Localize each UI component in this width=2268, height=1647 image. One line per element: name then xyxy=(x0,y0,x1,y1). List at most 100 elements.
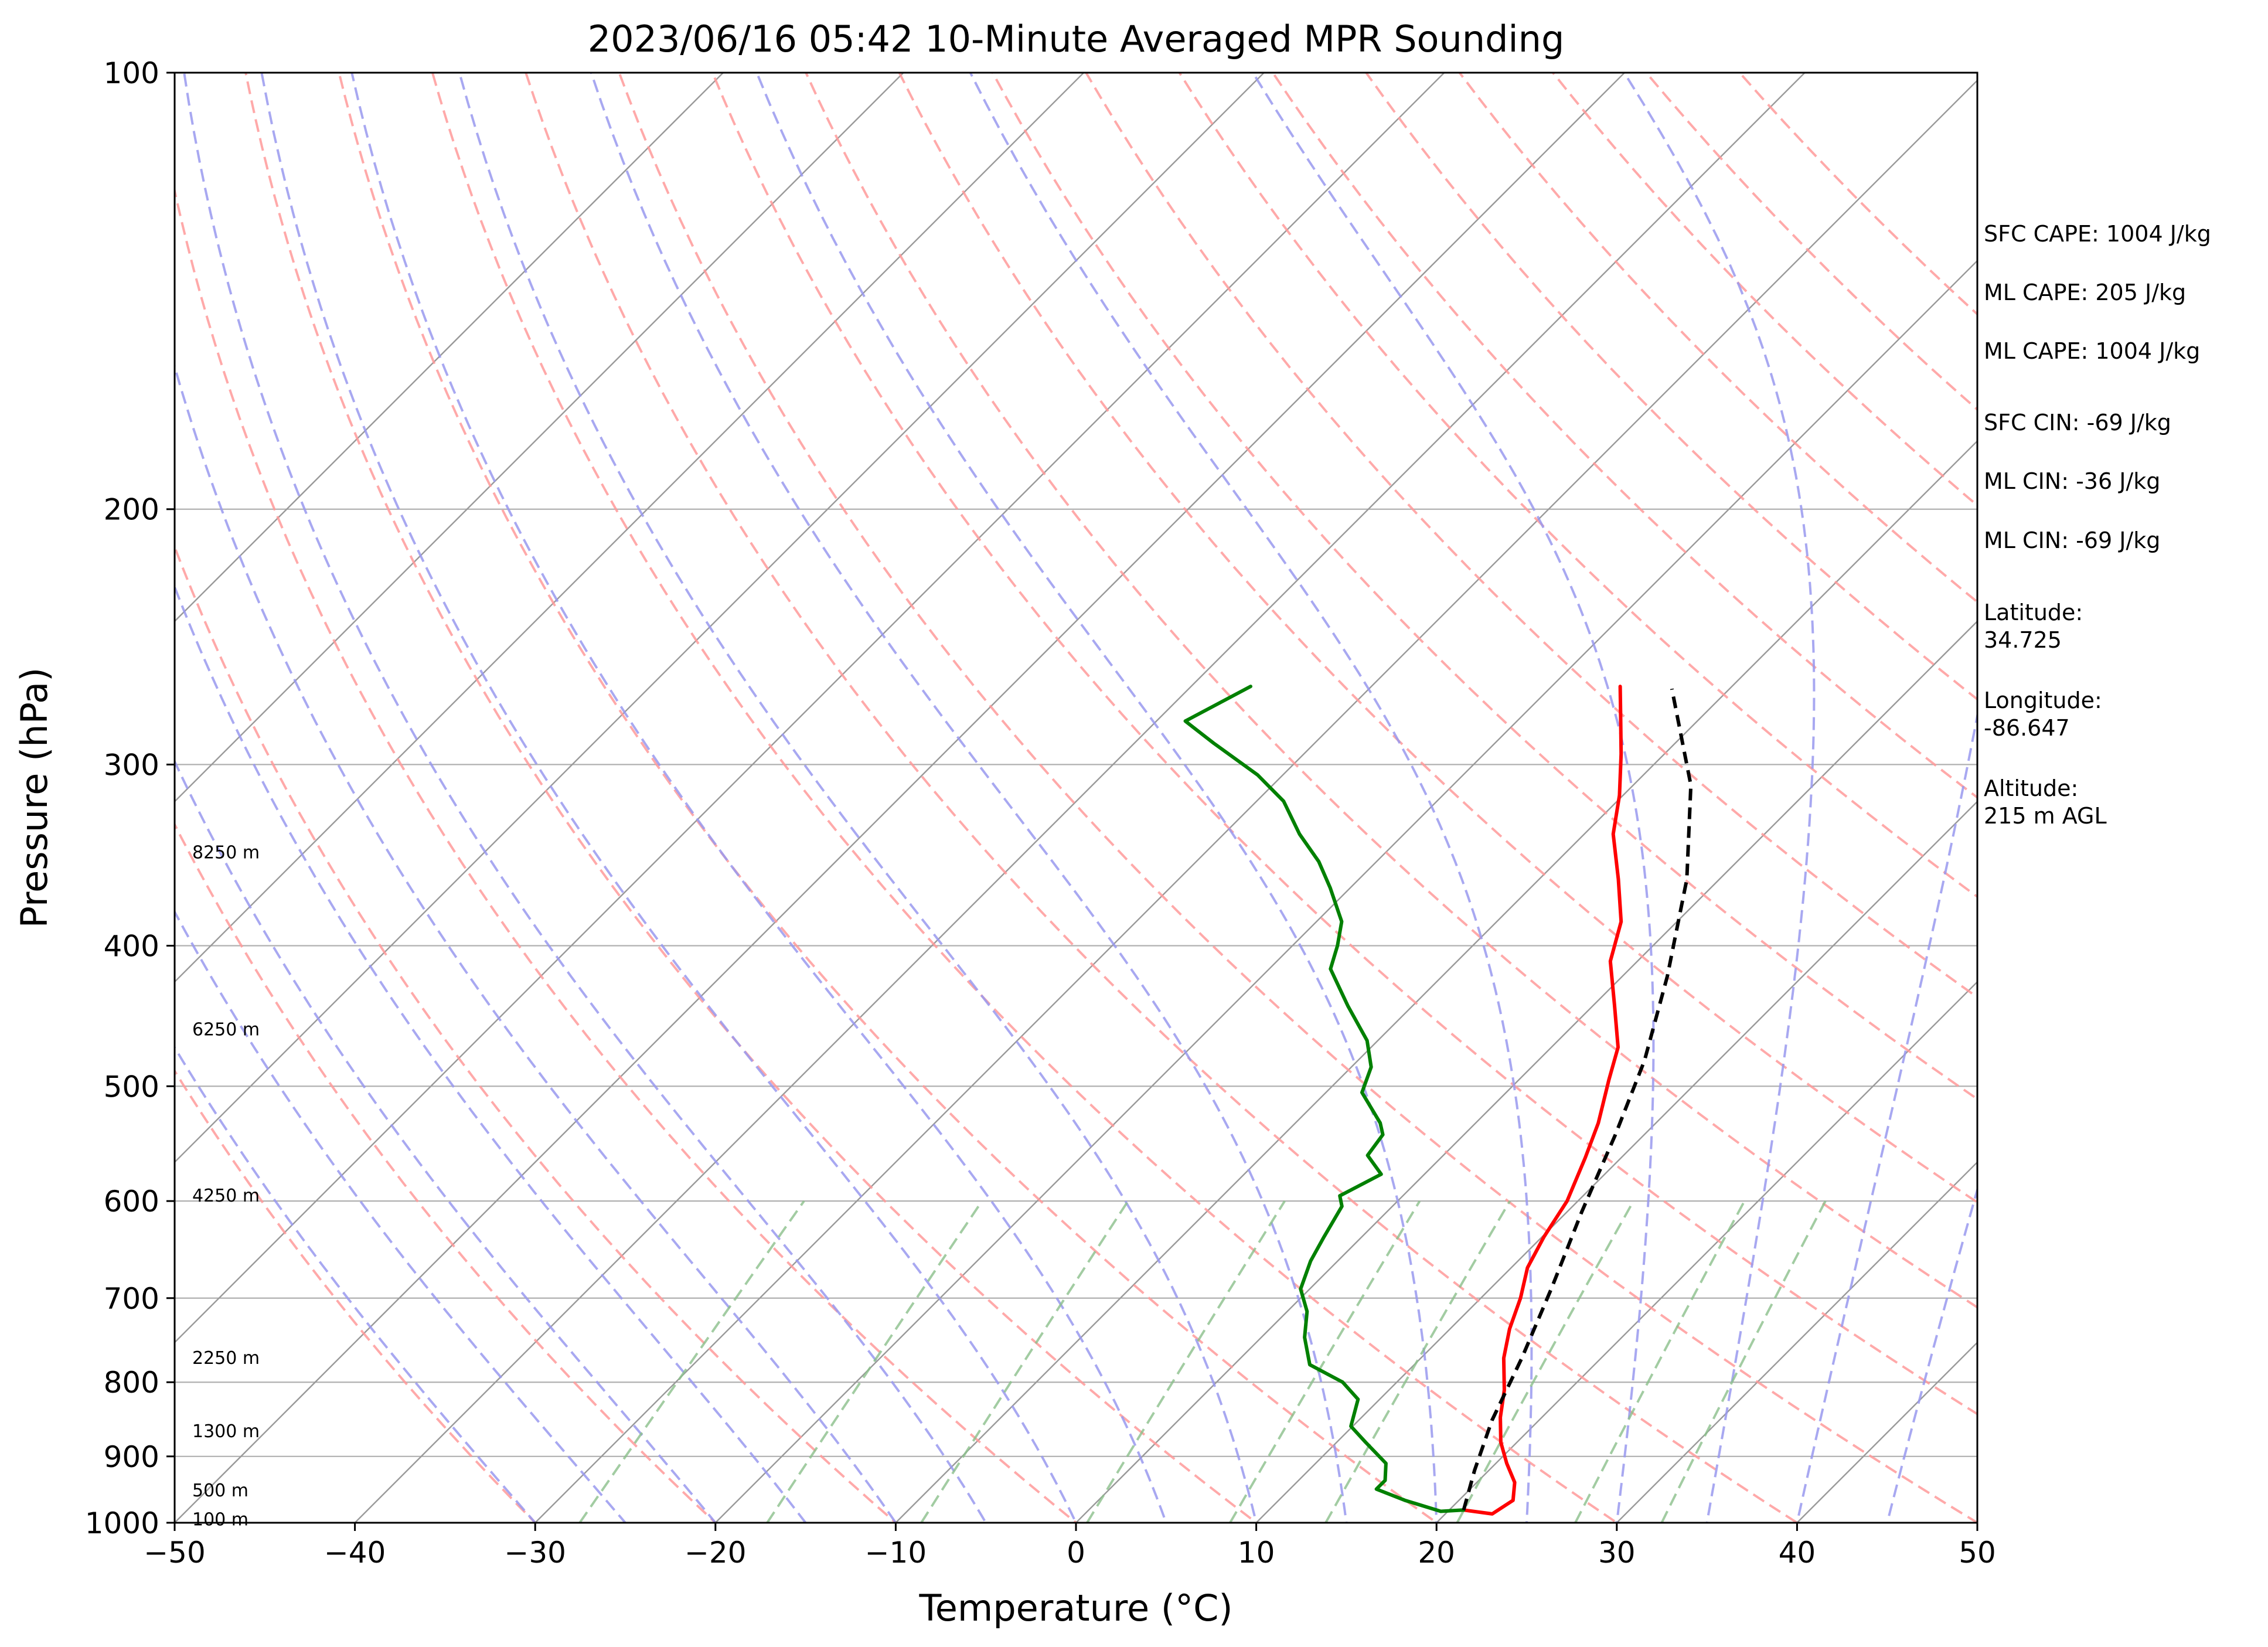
moist-adiabat-line xyxy=(350,73,1167,1523)
mixing-ratio-lines xyxy=(578,1200,1827,1523)
moist-adiabat-line xyxy=(590,73,1348,1523)
stat-sfc-cin: SFC CIN: -69 J/kg xyxy=(1984,410,2171,435)
dry-adiabat-line xyxy=(431,73,1619,1523)
height-label: 100 m xyxy=(192,1510,248,1530)
dry-adiabat-lines xyxy=(175,73,1977,1523)
mixing-ratio-line xyxy=(1660,1200,1827,1523)
y-axis-ticks: 1000 900 800 700 600 500 400 300 200 100 xyxy=(85,56,175,1540)
y-tick-label: 600 xyxy=(104,1185,159,1219)
moist-adiabat-line xyxy=(1623,73,1816,1523)
x-tick-label: −20 xyxy=(685,1536,747,1570)
dry-adiabat-line xyxy=(338,73,1439,1523)
stat-ml-cape: ML CAPE: 205 J/kg xyxy=(1984,280,2186,305)
x-tick-label: 50 xyxy=(1959,1536,1996,1570)
isotherm-line xyxy=(1436,981,1977,1523)
sounding-series xyxy=(1183,685,1693,1516)
stats-panel: SFC CAPE: 1004 J/kg ML CAPE: 205 J/kg ML… xyxy=(1984,221,2211,553)
pressure-gridlines xyxy=(175,73,1977,1523)
isotherm-line xyxy=(1616,1161,1977,1523)
isotherm-line xyxy=(175,73,1265,1163)
dry-adiabat-line xyxy=(244,73,1259,1523)
dry-adiabat-line xyxy=(711,73,1977,1415)
longitude-value: -86.647 xyxy=(1984,715,2070,741)
moist-adiabat-line xyxy=(175,584,808,1523)
height-labels: 100 m 500 m 1300 m 2250 m 4250 m 6250 m 8250 m xyxy=(192,843,260,1530)
moist-adiabat-line xyxy=(183,73,987,1523)
stat-ml-cape-2: ML CAPE: 1004 J/kg xyxy=(1984,338,2200,364)
moist-adiabat-line xyxy=(175,758,717,1523)
stat-ml-cin-2: ML CIN: -69 J/kg xyxy=(1984,528,2160,553)
y-tick-label: 500 xyxy=(104,1070,159,1104)
x-axis-ticks: −50 −40 −30 −20 −10 0 10 20 30 40 50 xyxy=(144,1523,1996,1570)
latitude-value: 34.725 xyxy=(1984,627,2062,653)
isotherm-line xyxy=(1075,620,1977,1523)
dry-adiabat-line xyxy=(525,73,1800,1523)
mixing-ratio-line xyxy=(766,1200,983,1523)
isotherm-line xyxy=(354,73,1806,1523)
dry-adiabat-line xyxy=(1085,73,1977,999)
mixing-ratio-line xyxy=(1574,1200,1746,1523)
height-label: 1300 m xyxy=(192,1421,260,1442)
moist-adiabat-line xyxy=(969,73,1533,1523)
x-tick-label: −10 xyxy=(865,1536,927,1570)
y-tick-label: 400 xyxy=(104,929,159,963)
x-tick-label: −30 xyxy=(504,1536,566,1570)
x-tick-label: 10 xyxy=(1238,1536,1275,1570)
height-label: 500 m xyxy=(192,1481,248,1501)
moist-adiabat-lines xyxy=(175,73,1977,1523)
x-tick-label: 20 xyxy=(1418,1536,1455,1570)
isotherm-line xyxy=(714,260,1977,1523)
dry-adiabat-line xyxy=(805,73,1977,1309)
moist-adiabat-line xyxy=(1796,709,1977,1523)
chart-title: 2023/06/16 05:42 10-Minute Averaged MPR … xyxy=(588,18,1565,60)
moist-adiabat-line xyxy=(1252,73,1655,1523)
mixing-ratio-line xyxy=(1229,1200,1421,1523)
moist-adiabat-line xyxy=(755,73,1438,1523)
moist-adiabat-line xyxy=(175,362,897,1523)
y-tick-label: 700 xyxy=(104,1282,159,1316)
x-tick-label: 0 xyxy=(1067,1536,1085,1570)
stat-sfc-cape: SFC CAPE: 1004 J/kg xyxy=(1984,221,2211,247)
parcel-line xyxy=(1462,688,1693,1511)
isotherm-lines xyxy=(175,73,1977,1523)
location-panel: Latitude: 34.725 Longitude: -86.647 Alti… xyxy=(1984,600,2107,829)
dry-adiabat-line xyxy=(175,185,1078,1523)
x-axis-label: Temperature (°C) xyxy=(918,1587,1232,1629)
dewpoint-line xyxy=(1183,685,1466,1513)
y-tick-label: 900 xyxy=(104,1440,159,1474)
stat-ml-cin: ML CIN: -36 J/kg xyxy=(1984,468,2160,494)
isotherm-line xyxy=(1255,800,1977,1523)
y-tick-label: 200 xyxy=(104,493,159,527)
dry-adiabat-line xyxy=(175,1068,537,1523)
dry-adiabat-line xyxy=(1645,73,1977,411)
dry-adiabat-line xyxy=(618,73,1977,1523)
x-tick-label: 40 xyxy=(1779,1536,1816,1570)
height-label: 8250 m xyxy=(192,843,260,863)
dry-adiabat-line xyxy=(1458,73,1977,604)
dry-adiabat-line xyxy=(175,543,898,1523)
temperature-line xyxy=(1462,685,1623,1516)
moist-adiabat-line xyxy=(260,73,1078,1523)
x-tick-label: 30 xyxy=(1598,1536,1636,1570)
height-label: 4250 m xyxy=(192,1186,260,1206)
x-tick-label: −40 xyxy=(324,1536,386,1570)
altitude-label: Altitude: xyxy=(1984,775,2078,801)
y-tick-label: 100 xyxy=(104,56,159,90)
mixing-ratio-line xyxy=(578,1200,805,1523)
isotherm-line xyxy=(175,73,1445,1344)
mixing-ratio-line xyxy=(1456,1200,1635,1523)
height-label: 6250 m xyxy=(192,1020,260,1040)
height-label: 2250 m xyxy=(192,1348,260,1369)
plot-area xyxy=(175,73,1977,1523)
x-tick-label: −50 xyxy=(144,1536,206,1570)
isotherm-line xyxy=(175,73,1625,1523)
dry-adiabat-line xyxy=(992,73,1977,1101)
isotherm-line xyxy=(175,73,1085,983)
mixing-ratio-line xyxy=(920,1200,1129,1523)
altitude-value: 215 m AGL xyxy=(1984,803,2107,829)
mixing-ratio-line xyxy=(1324,1200,1511,1523)
latitude-label: Latitude: xyxy=(1984,600,2083,625)
y-tick-label: 1000 xyxy=(85,1506,159,1540)
isotherm-line xyxy=(175,73,904,803)
